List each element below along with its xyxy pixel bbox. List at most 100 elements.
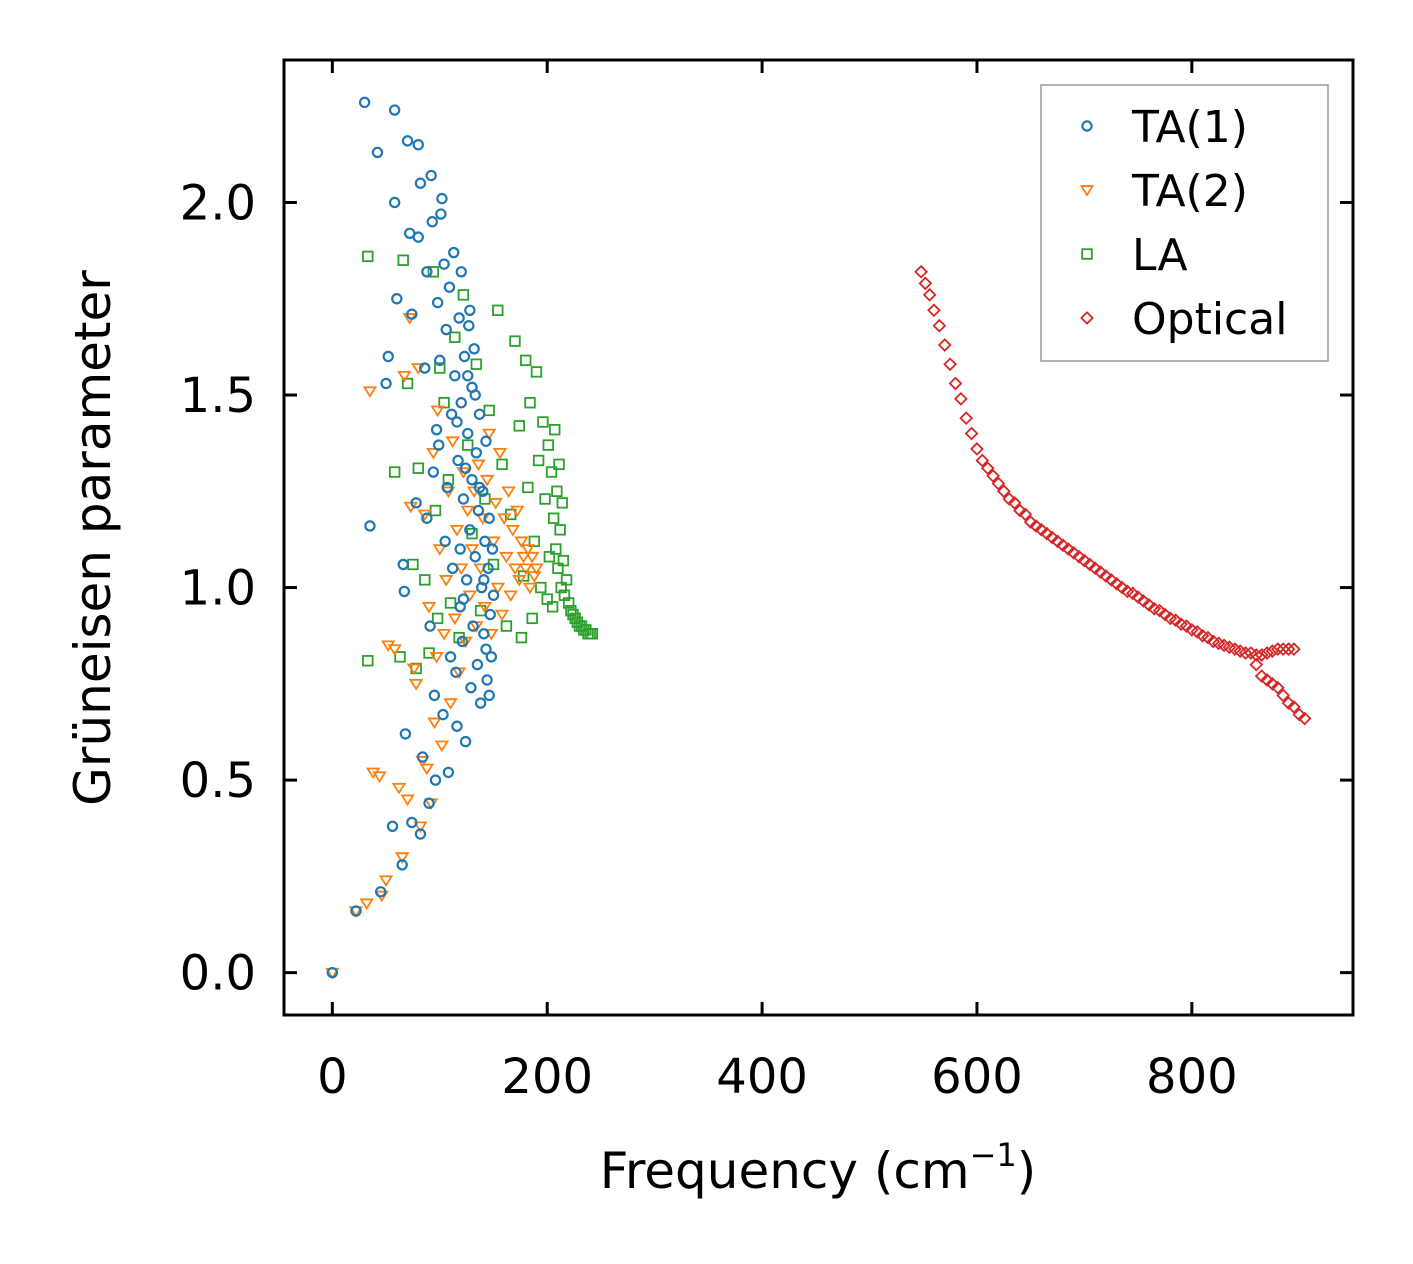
y-tick-label: 1.5: [180, 368, 256, 424]
data-point: [399, 728, 412, 740]
data-point: [457, 493, 470, 505]
data-point: [959, 411, 974, 425]
data-point: [456, 635, 469, 648]
data-point: [1249, 648, 1264, 662]
data-point: [530, 366, 543, 378]
data-point: [455, 397, 467, 409]
ticks-layer: [284, 60, 1353, 1015]
data-point: [1281, 696, 1296, 710]
data-point: [397, 254, 409, 266]
data-point: [401, 135, 414, 147]
data-point: [437, 708, 449, 721]
data-point: [394, 852, 410, 864]
y-tick-label: 0.0: [180, 946, 256, 1002]
data-point: [400, 794, 415, 807]
data-point: [524, 551, 540, 564]
data-point: [975, 453, 990, 468]
data-point: [1061, 542, 1076, 556]
legend-marker-icon: [1081, 120, 1093, 132]
data-point: [391, 782, 407, 795]
data-point: [543, 551, 556, 563]
data-point: [556, 497, 568, 509]
data-point: [444, 597, 457, 609]
data-point: [1023, 515, 1038, 529]
data-point: [1029, 519, 1043, 533]
data-point: [537, 416, 549, 428]
data-point: [394, 651, 406, 663]
data-point: [1002, 492, 1017, 506]
data-point: [1281, 642, 1296, 657]
data-point: [454, 543, 466, 555]
data-point: [507, 563, 523, 576]
data-point: [426, 447, 441, 460]
data-point: [547, 512, 560, 524]
data-point: [560, 574, 573, 586]
data-point: [427, 717, 442, 730]
x-tick-label: 600: [931, 1049, 1023, 1105]
data-point: [539, 493, 551, 505]
data-point: [387, 644, 402, 656]
legend-item-la: LA: [1081, 230, 1188, 281]
data-point: [462, 427, 474, 440]
data-point: [462, 439, 474, 451]
data-point: [1254, 669, 1269, 684]
data-point: [515, 631, 528, 644]
data-point: [414, 828, 427, 840]
data-point: [358, 96, 371, 109]
data-point: [445, 408, 458, 420]
data-point: [350, 905, 362, 917]
data-point: [914, 264, 928, 279]
data-point: [473, 481, 486, 494]
data-point: [546, 601, 559, 613]
data-point: [446, 562, 459, 575]
data-point: [406, 663, 422, 676]
data-point: [482, 562, 494, 575]
data-point: [423, 797, 435, 809]
data-point: [563, 597, 575, 609]
data-point: [413, 821, 428, 834]
data-point: [434, 362, 446, 374]
data-point: [1136, 594, 1151, 608]
data-point: [474, 697, 487, 709]
data-point: [487, 589, 500, 601]
data-point: [1217, 638, 1231, 653]
data-point: [1238, 646, 1253, 660]
data-point: [459, 462, 472, 474]
data-point: [421, 601, 437, 614]
data-point: [419, 763, 435, 776]
series-ta-1-: [326, 96, 500, 979]
data-point: [986, 469, 1000, 483]
data-point: [459, 735, 472, 748]
data-point: [371, 146, 384, 159]
data-point: [520, 354, 532, 367]
data-point: [1260, 646, 1274, 660]
data-point: [454, 563, 469, 576]
data-point: [478, 574, 490, 586]
data-point: [964, 426, 979, 441]
data-point: [937, 338, 952, 352]
tick-labels: 0 200 400 600 800 0.0 0.5 1.0 1.5 2.0: [180, 175, 1238, 1105]
data-point: [1109, 576, 1124, 591]
data-point: [486, 543, 499, 555]
data-point: [445, 436, 460, 448]
data-point: [1077, 553, 1092, 568]
data-point: [1287, 642, 1301, 657]
data-point: [477, 601, 493, 614]
data-point: [466, 474, 478, 486]
data-point: [1265, 676, 1280, 691]
data-point: [535, 581, 547, 594]
data-point: [1007, 495, 1022, 510]
legend-item-ta-1-: TA(1): [1081, 102, 1248, 153]
data-point: [364, 520, 376, 532]
data-point: [551, 485, 563, 497]
data-point: [996, 484, 1011, 499]
data-point: [529, 563, 544, 576]
data-point: [1168, 613, 1183, 628]
data-point: [1179, 619, 1194, 633]
data-point: [391, 293, 403, 305]
data-point: [1152, 603, 1167, 618]
data-point: [922, 288, 937, 302]
data-point: [1072, 549, 1086, 564]
data-point: [1211, 636, 1226, 651]
data-point: [1249, 657, 1264, 672]
